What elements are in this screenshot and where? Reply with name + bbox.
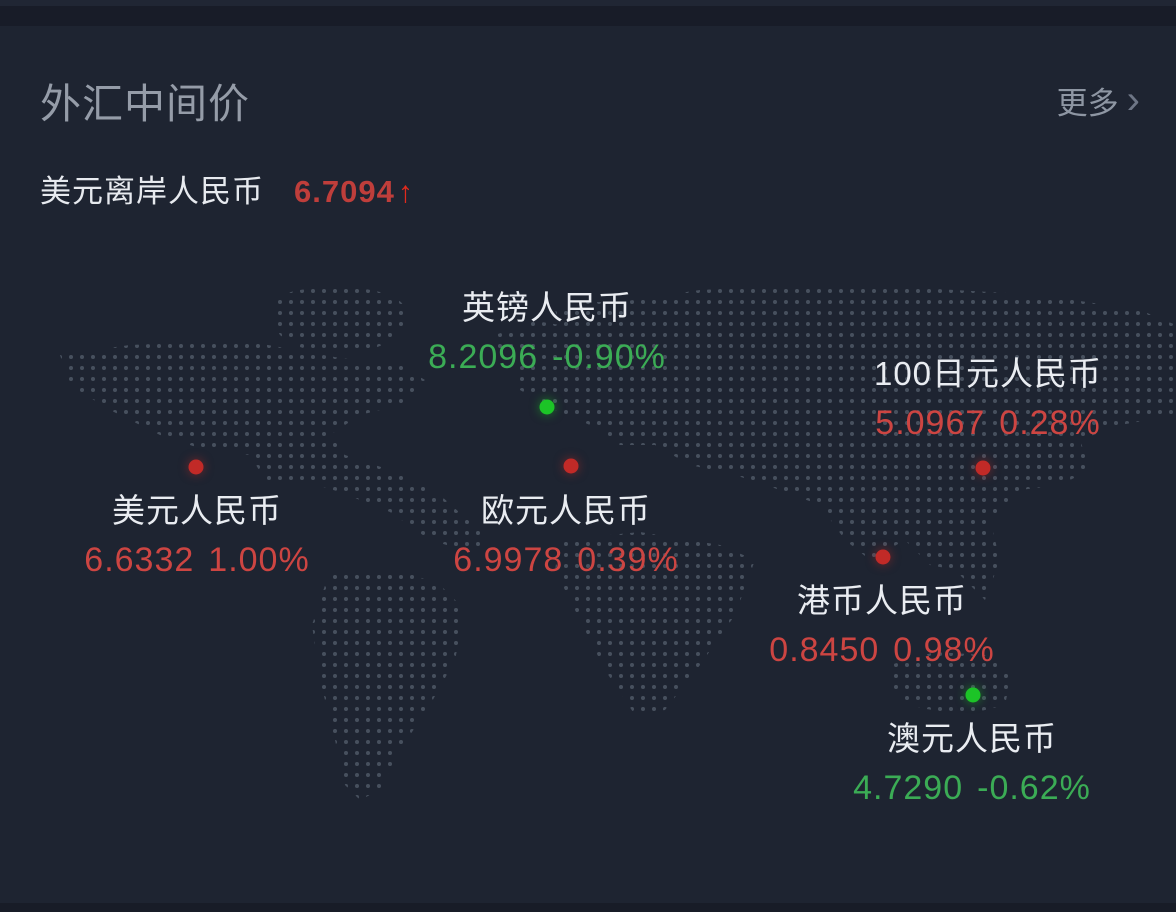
panel-header: 外汇中间价 更多 ›	[40, 70, 1140, 130]
fx-marker-hkd-cny[interactable]: 港币人民币 0.8450 0.98%	[769, 574, 994, 670]
fx-pair-name: 美元人民币	[112, 492, 282, 529]
fx-pair-change: 0.39%	[577, 541, 679, 579]
fx-pair-rate: 5.0967	[875, 404, 986, 442]
more-button[interactable]: 更多 ›	[1057, 78, 1140, 123]
fx-pair-change: 0.98%	[893, 631, 995, 669]
featured-pair-name: 美元离岸人民币	[40, 174, 264, 209]
fx-pair-change: 0.28%	[999, 404, 1101, 442]
fx-pair-quote: 5.0967 0.28%	[874, 404, 1102, 443]
fx-pair-rate: 0.8450	[769, 631, 880, 669]
fx-marker-aud-cny[interactable]: 澳元人民币 4.7290 -0.62%	[853, 712, 1091, 808]
fx-pair-change: -0.62%	[977, 769, 1091, 807]
up-arrow-icon: ↑	[397, 176, 413, 209]
page-title: 外汇中间价	[40, 81, 250, 127]
fx-marker-jpy100-cny[interactable]: 100日元人民币 5.0967 0.28%	[874, 347, 1102, 443]
chevron-right-icon: ›	[1126, 77, 1140, 122]
map-continents	[60, 285, 1176, 800]
more-label: 更多	[1056, 85, 1119, 121]
fx-pair-quote: 6.9978 0.39%	[453, 541, 678, 580]
map-dot-jpy100-cny	[975, 460, 991, 476]
fx-pair-quote: 8.2096 -0.90%	[428, 338, 666, 377]
featured-pair-rate: 6.7094	[294, 174, 395, 209]
map-dot-usd-cny	[188, 459, 204, 475]
fx-marker-gbp-cny[interactable]: 英镑人民币 8.2096 -0.90%	[428, 281, 666, 377]
fx-pair-name: 港币人民币	[797, 582, 967, 619]
map-dot-hkd-cny	[875, 549, 891, 565]
fx-pair-change: -0.90%	[552, 338, 666, 376]
fx-pair-rate: 8.2096	[428, 338, 539, 376]
map-dot-gbp-cny	[539, 399, 555, 415]
map-dot-aud-cny	[965, 687, 981, 703]
fx-marker-eur-cny[interactable]: 欧元人民币 6.9978 0.39%	[453, 484, 678, 580]
fx-pair-change: 1.00%	[208, 541, 310, 579]
fx-pair-name: 100日元人民币	[873, 355, 1103, 392]
fx-pair-quote: 0.8450 0.98%	[769, 631, 994, 670]
fx-pair-name: 澳元人民币	[886, 720, 1057, 757]
bottom-divider-strip	[0, 903, 1176, 912]
fx-pair-quote: 6.6332 1.00%	[84, 541, 309, 580]
top-divider-strip	[0, 0, 1176, 26]
fx-pair-rate: 6.9978	[453, 541, 564, 579]
fx-pair-rate: 4.7290	[853, 769, 964, 807]
fx-pair-name: 欧元人民币	[481, 492, 651, 529]
featured-rate-usd-offshore-cny[interactable]: 美元离岸人民币 6.7094 ↑	[40, 166, 413, 211]
fx-marker-usd-cny[interactable]: 美元人民币 6.6332 1.00%	[84, 484, 309, 580]
world-map	[60, 285, 1176, 800]
fx-pair-rate: 6.6332	[84, 541, 195, 579]
map-dot-eur-cny	[563, 458, 579, 474]
fx-pair-quote: 4.7290 -0.62%	[853, 769, 1091, 808]
fx-pair-name: 英镑人民币	[461, 289, 632, 326]
